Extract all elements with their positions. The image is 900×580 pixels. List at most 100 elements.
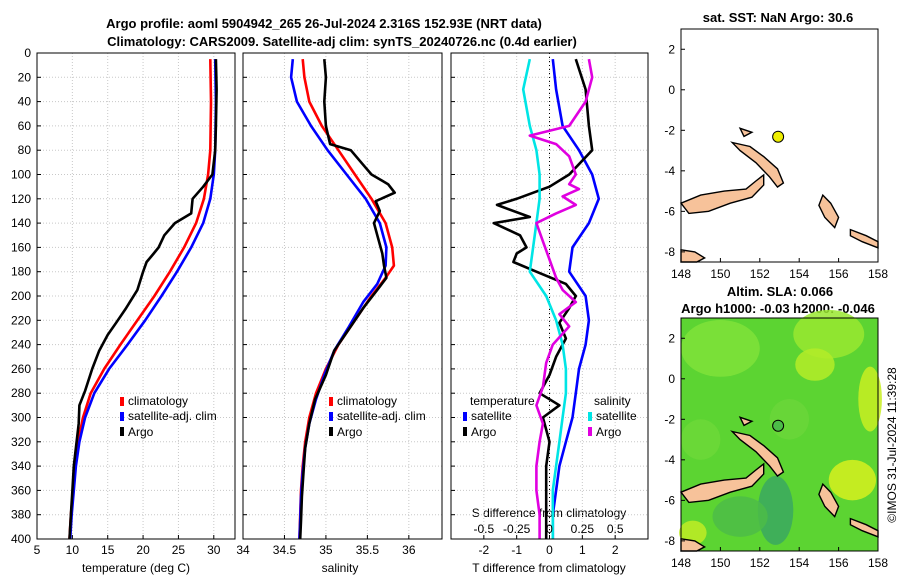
- land-island: [738, 416, 754, 427]
- legend-swatch-t-argo: [463, 427, 467, 436]
- map-lon-tick-label: 158: [868, 267, 888, 281]
- sal-xtick-label: 34.5: [273, 543, 297, 557]
- legend-label-climatology: climatology: [128, 394, 188, 408]
- salinity-panel: 34 34.5 35 35.5 36: [236, 52, 443, 557]
- depth-tick-label: 300: [11, 411, 31, 425]
- diff-series-s-argo: [528, 58, 594, 539]
- diff-s-tick-label: 0.25: [571, 522, 595, 536]
- imos-credit: ©IMOS 31-Jul-2024 11:39:28: [885, 367, 899, 523]
- land-island: [849, 228, 879, 249]
- legend-label-t-argo: Argo: [471, 425, 497, 439]
- depth-tick-label: 260: [11, 362, 31, 376]
- legend-label-s-argo: Argo: [596, 425, 622, 439]
- sla-heat-patch: [769, 399, 810, 440]
- temp-xtick-label: 15: [101, 543, 115, 557]
- sst-map-title: sat. SST: NaN Argo: 30.6: [703, 10, 854, 25]
- map-lon-tick-label: 150: [710, 556, 730, 570]
- legend-label-climatology: climatology: [337, 394, 397, 408]
- legend-swatch-s-argo: [588, 427, 592, 436]
- sal-legend: climatology satellite-adj. clim Argo: [329, 394, 426, 439]
- map-lat-tick-label: -4: [664, 164, 675, 178]
- sla-map-title-line1: Altim. SLA: 0.066: [727, 284, 833, 299]
- map-lon-tick-label: 152: [750, 267, 770, 281]
- map-lon-tick-label: 148: [671, 556, 691, 570]
- legend-label-satellite: satellite-adj. clim: [128, 409, 217, 423]
- difference-panel: -2 -1 0 1 2 -0.5 -0.25 0 0.25 0.5: [450, 52, 649, 557]
- legend-label-satellite: satellite-adj. clim: [337, 409, 426, 423]
- temp-xlabel: temperature (deg C): [82, 561, 190, 575]
- map-lat-tick-label: -8: [664, 245, 675, 259]
- depth-tick-label: 100: [11, 168, 31, 182]
- land-island: [730, 141, 785, 188]
- depth-tick-label: 180: [11, 265, 31, 279]
- land-island: [679, 462, 765, 504]
- legend-swatch-t-satellite: [463, 412, 467, 421]
- legend-swatch-argo: [120, 427, 124, 436]
- sla-heat-patch: [681, 320, 760, 377]
- diff-series-t-satellite: [551, 58, 601, 539]
- map-frame: [680, 317, 879, 552]
- sal-series-argo: [298, 58, 397, 540]
- sal-series-satellite-adj-clim: [289, 58, 388, 540]
- diff-s-tick-label: 0.5: [607, 522, 624, 536]
- legend-label-argo: Argo: [128, 425, 154, 439]
- legend-swatch-climatology: [120, 397, 124, 406]
- map-lon-tick-label: 156: [829, 556, 849, 570]
- temperature-panel: 5 10 15 20 25 3002040608010012014016018020022…: [11, 46, 236, 557]
- temp-series-argo: [68, 59, 218, 540]
- temp-xtick-label: 30: [207, 543, 221, 557]
- map-lon-tick-label: 152: [750, 556, 770, 570]
- diff-s-tick-label: -0.25: [503, 522, 531, 536]
- depth-tick-label: 320: [11, 435, 31, 449]
- temp-legend: climatology satellite-adj. clim Argo: [120, 394, 217, 439]
- diff-s-tick-label: 0: [546, 522, 553, 536]
- diff-series-t-argo: [492, 58, 594, 539]
- sst-map-panel: 148 150 152 154 156 158 2 0 -2 -4 -6 -8: [664, 28, 888, 281]
- temp-xtick-label: 10: [66, 543, 80, 557]
- temp-xtick-label: 25: [172, 543, 186, 557]
- map-lon-tick-label: 158: [868, 556, 888, 570]
- depth-tick-label: 60: [18, 119, 32, 133]
- sal-xtick-label: 35: [319, 543, 333, 557]
- depth-tick-label: 360: [11, 483, 31, 497]
- depth-tick-label: 220: [11, 313, 31, 327]
- depth-tick-label: 20: [18, 70, 32, 84]
- sla-heat-patch: [828, 459, 877, 501]
- depth-tick-label: 200: [11, 289, 31, 303]
- map-lat-tick-label: -6: [664, 493, 675, 507]
- depth-tick-label: 120: [11, 192, 31, 206]
- figure-title-line2: Climatology: CARS2009. Satellite-adj cli…: [107, 34, 577, 49]
- depth-tick-label: 80: [18, 143, 32, 157]
- map-lon-tick-label: 148: [671, 267, 691, 281]
- legend-swatch-s-satellite: [588, 412, 592, 421]
- sla-heat-patch: [757, 476, 794, 545]
- legend-swatch-satellite: [120, 412, 124, 421]
- map-lat-tick-label: -6: [664, 204, 675, 218]
- sla-heat-patch: [681, 419, 721, 460]
- argo-position-marker: [772, 419, 785, 432]
- legend-title-temperature: temperature: [470, 394, 535, 408]
- diff-xtick-label: -1: [511, 543, 522, 557]
- legend-swatch-satellite: [329, 412, 333, 421]
- map-lon-tick-label: 154: [789, 267, 809, 281]
- land-island: [679, 173, 765, 215]
- sal-xtick-label: 34: [236, 543, 250, 557]
- sla-heat-patch: [712, 496, 768, 537]
- map-lat-tick-label: 2: [668, 42, 675, 56]
- sla-heat-patch: [858, 366, 882, 432]
- figure-title-line1: Argo profile: aoml 5904942_265 26-Jul-20…: [106, 16, 542, 31]
- legend-label-argo: Argo: [337, 425, 363, 439]
- depth-tick-label: 380: [11, 508, 31, 522]
- depth-tick-label: 40: [18, 95, 32, 109]
- map-lat-tick-label: 0: [668, 83, 675, 97]
- map-lon-tick-label: 150: [710, 267, 730, 281]
- diff-legend: temperature satellite Argo salinity sate…: [463, 394, 637, 439]
- map-frame: [680, 28, 879, 263]
- land-island: [818, 193, 840, 229]
- temp-series-satellite-adj-clim: [68, 59, 218, 540]
- legend-swatch-climatology: [329, 397, 333, 406]
- sal-xlabel: salinity: [322, 561, 359, 575]
- depth-tick-label: 340: [11, 459, 31, 473]
- argo-position-marker: [772, 130, 785, 143]
